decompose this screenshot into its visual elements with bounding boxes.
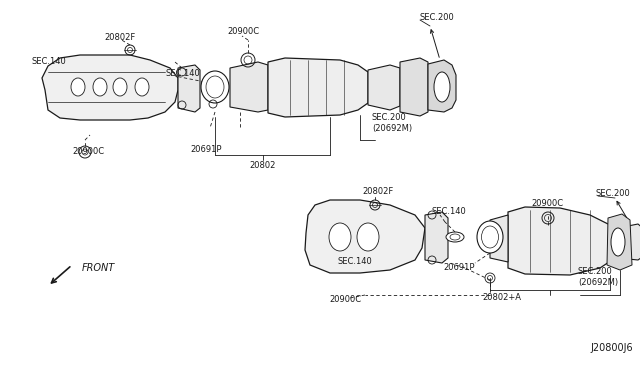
Text: SEC.140: SEC.140 — [32, 58, 67, 67]
Polygon shape — [607, 214, 632, 270]
Text: SEC.140: SEC.140 — [337, 257, 372, 266]
Polygon shape — [425, 212, 448, 263]
Text: (20692M): (20692M) — [578, 278, 618, 286]
Text: FRONT: FRONT — [82, 263, 115, 273]
Polygon shape — [178, 65, 200, 112]
Ellipse shape — [135, 78, 149, 96]
Text: 20900C: 20900C — [72, 148, 104, 157]
Polygon shape — [428, 60, 456, 112]
Ellipse shape — [113, 78, 127, 96]
Polygon shape — [490, 215, 508, 262]
Ellipse shape — [477, 221, 503, 253]
Polygon shape — [508, 207, 618, 275]
Text: SEC.140: SEC.140 — [165, 68, 200, 77]
Text: SEC.200: SEC.200 — [372, 113, 407, 122]
Polygon shape — [305, 200, 425, 273]
Polygon shape — [368, 65, 400, 110]
Polygon shape — [42, 55, 178, 120]
Ellipse shape — [611, 228, 625, 256]
Ellipse shape — [71, 78, 85, 96]
Text: 20802: 20802 — [250, 160, 276, 170]
Ellipse shape — [93, 78, 107, 96]
Text: 20900C: 20900C — [329, 295, 361, 305]
Text: (20692M): (20692M) — [372, 124, 412, 132]
Polygon shape — [230, 62, 268, 112]
Text: J20800J6: J20800J6 — [590, 343, 632, 353]
Text: 20900C: 20900C — [531, 199, 563, 208]
Ellipse shape — [446, 232, 464, 242]
Text: SEC.200: SEC.200 — [595, 189, 630, 198]
Polygon shape — [618, 224, 640, 260]
Text: SEC.200: SEC.200 — [578, 267, 612, 276]
Text: SEC.200: SEC.200 — [420, 13, 455, 22]
Ellipse shape — [329, 223, 351, 251]
Ellipse shape — [434, 72, 450, 102]
Ellipse shape — [357, 223, 379, 251]
Text: 20802+A: 20802+A — [483, 294, 522, 302]
Text: 20802F: 20802F — [104, 32, 136, 42]
Polygon shape — [268, 58, 368, 117]
Polygon shape — [400, 58, 428, 116]
Ellipse shape — [201, 71, 229, 103]
Text: 20802F: 20802F — [362, 187, 394, 196]
Text: 20691P: 20691P — [190, 145, 221, 154]
Text: 20900C: 20900C — [227, 28, 259, 36]
Text: SEC.140: SEC.140 — [432, 206, 467, 215]
Text: 20691P: 20691P — [443, 263, 474, 273]
